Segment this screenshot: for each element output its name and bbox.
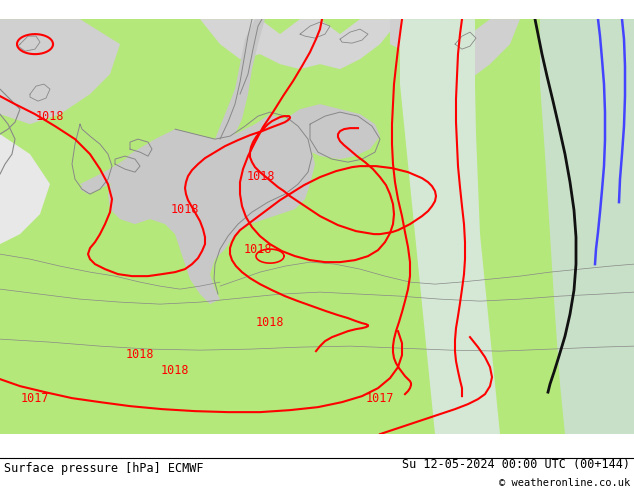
Text: 1018: 1018 <box>256 316 284 329</box>
Text: © weatheronline.co.uk: © weatheronline.co.uk <box>499 478 630 489</box>
Polygon shape <box>80 166 125 192</box>
Text: 1018: 1018 <box>243 243 272 256</box>
Text: 1018: 1018 <box>36 110 64 122</box>
Polygon shape <box>215 19 265 139</box>
Polygon shape <box>108 114 315 304</box>
Text: 1018: 1018 <box>126 347 154 361</box>
Text: 1018: 1018 <box>247 170 275 183</box>
Text: Surface pressure [hPa] ECMWF: Surface pressure [hPa] ECMWF <box>4 462 204 475</box>
Polygon shape <box>540 19 634 434</box>
Text: 1018: 1018 <box>171 203 199 216</box>
Text: 1017: 1017 <box>21 392 49 405</box>
Text: Su 12-05-2024 00:00 UTC (00+144): Su 12-05-2024 00:00 UTC (00+144) <box>402 458 630 471</box>
Text: 1017: 1017 <box>366 392 394 405</box>
Text: 1018: 1018 <box>161 364 190 377</box>
Polygon shape <box>200 19 400 69</box>
Polygon shape <box>0 19 50 244</box>
Polygon shape <box>390 19 520 79</box>
Polygon shape <box>285 104 380 159</box>
Polygon shape <box>400 19 500 434</box>
Polygon shape <box>0 19 120 124</box>
Polygon shape <box>80 154 130 194</box>
